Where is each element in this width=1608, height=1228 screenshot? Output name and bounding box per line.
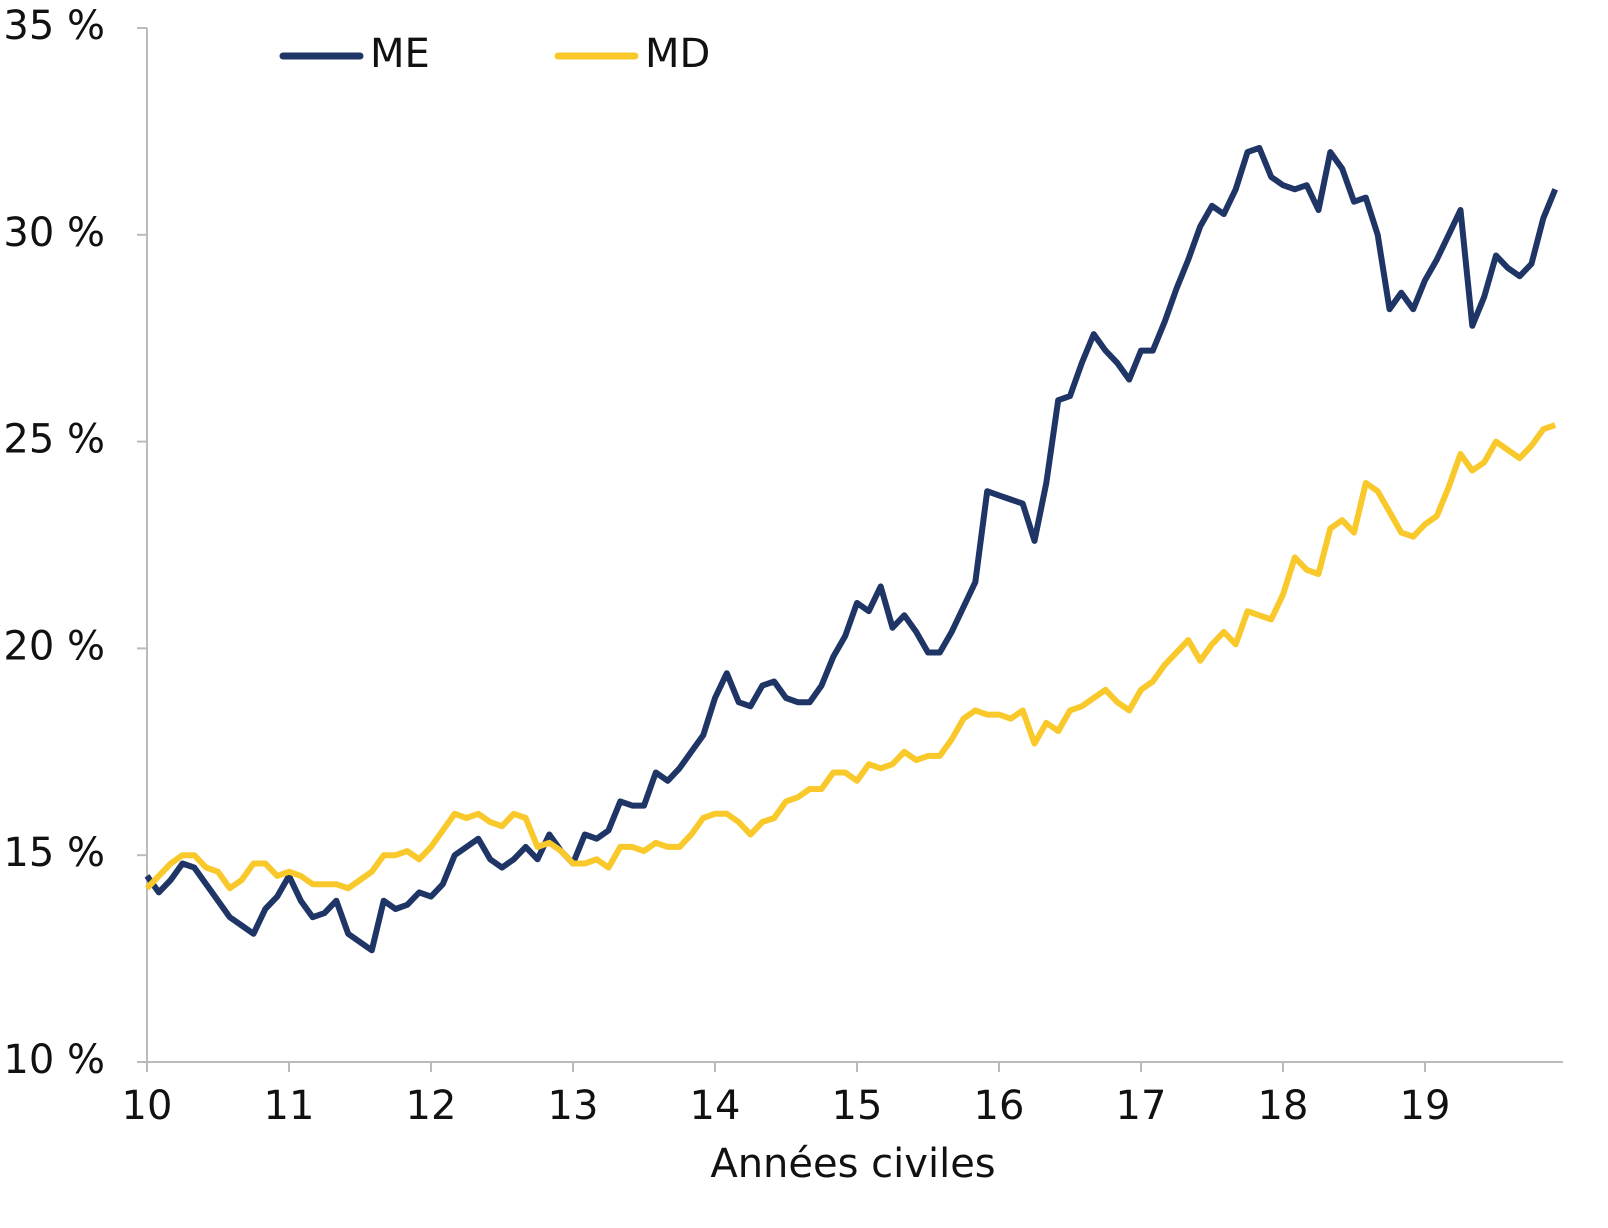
legend-label: MD [645, 31, 710, 77]
y-tick-label: 30 % [3, 210, 105, 256]
y-tick-label: 35 % [3, 3, 105, 49]
x-tick-label: 12 [406, 1083, 457, 1129]
legend-label: ME [370, 31, 430, 77]
x-tick-label: 15 [832, 1083, 883, 1129]
x-tick-label: 11 [264, 1083, 315, 1129]
x-tick-label: 16 [974, 1083, 1025, 1129]
x-axis-title: Années civiles [710, 1141, 995, 1187]
x-tick-label: 19 [1400, 1083, 1451, 1129]
y-tick-label: 15 % [3, 830, 105, 876]
series-line [144, 422, 1557, 892]
series-line [144, 144, 1558, 954]
x-tick-label: 14 [690, 1083, 741, 1129]
y-tick-label: 20 % [3, 623, 105, 669]
y-tick-label: 25 % [3, 417, 105, 463]
x-tick-label: 10 [122, 1083, 173, 1129]
y-tick-label: 10 % [3, 1037, 105, 1083]
x-tick-label: 13 [548, 1083, 599, 1129]
x-tick-label: 17 [1116, 1083, 1167, 1129]
x-tick-label: 18 [1258, 1083, 1309, 1129]
